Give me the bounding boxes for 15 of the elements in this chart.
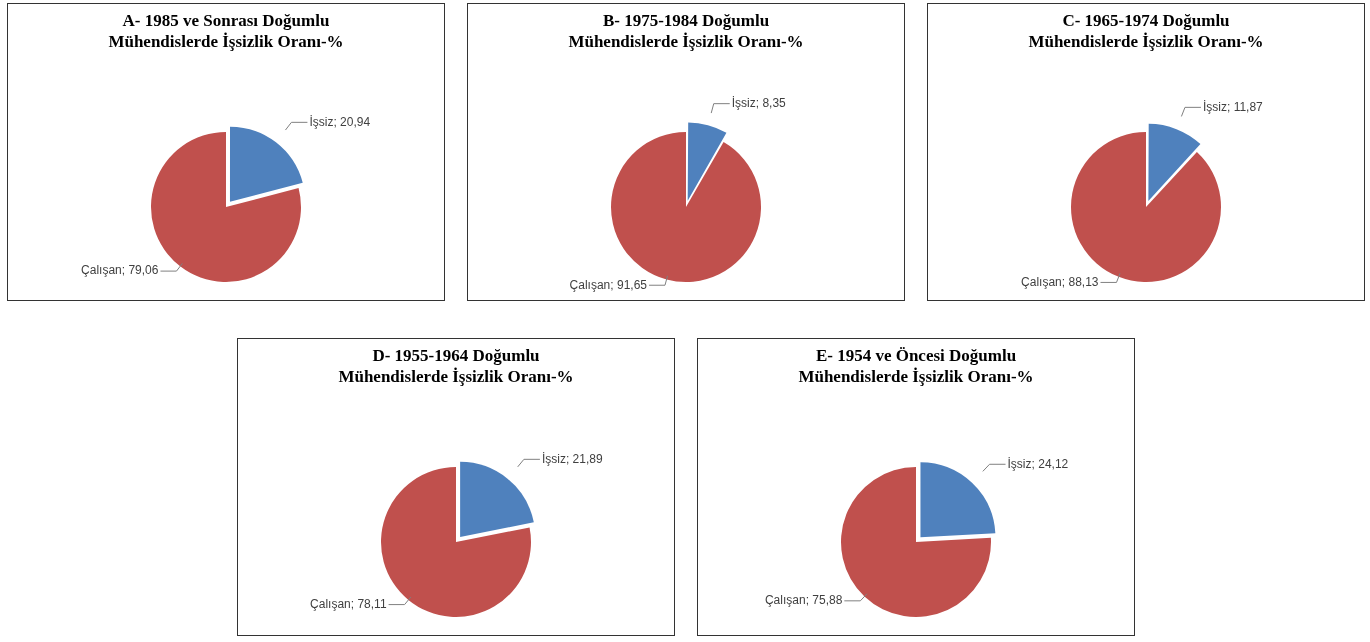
- slice-label: Çalışan; 79,06: [81, 263, 159, 278]
- slice-label: İşsiz; 21,89: [541, 451, 603, 466]
- chart-title: C- 1965-1974 Doğumlu Mühendislerde İşsizlik Oranı-%: [1027, 10, 1265, 52]
- slice-label: Çalışan; 75,88: [764, 593, 843, 608]
- slice-label: Çalışan; 91,65: [569, 277, 648, 292]
- slice-label: İşsiz; 11,87: [1202, 99, 1264, 114]
- slice-label: Çalışan; 78,11: [310, 596, 387, 611]
- slice-label: İşsiz; 20,94: [309, 114, 371, 129]
- slice-label: Çalışan; 88,13: [1021, 274, 1099, 289]
- chart-title: B- 1975-1984 Doğumlu Mühendislerde İşsizlik Oranı-%: [567, 10, 805, 52]
- chart-title: D- 1955-1964 Doğumlu Mühendislerde İşsizlik Oranı-%: [337, 345, 575, 387]
- chart-title: A- 1985 ve Sonrası Doğumlu Mühendislerde İşsizlik Oranı-%: [107, 10, 345, 52]
- slice-label: İşsiz; 8,35: [731, 95, 787, 110]
- chart-title: E- 1954 ve Öncesi Doğumlu Mühendislerde İşsizlik Oranı-%: [797, 345, 1035, 387]
- slice-label: İşsiz; 24,12: [1007, 456, 1069, 471]
